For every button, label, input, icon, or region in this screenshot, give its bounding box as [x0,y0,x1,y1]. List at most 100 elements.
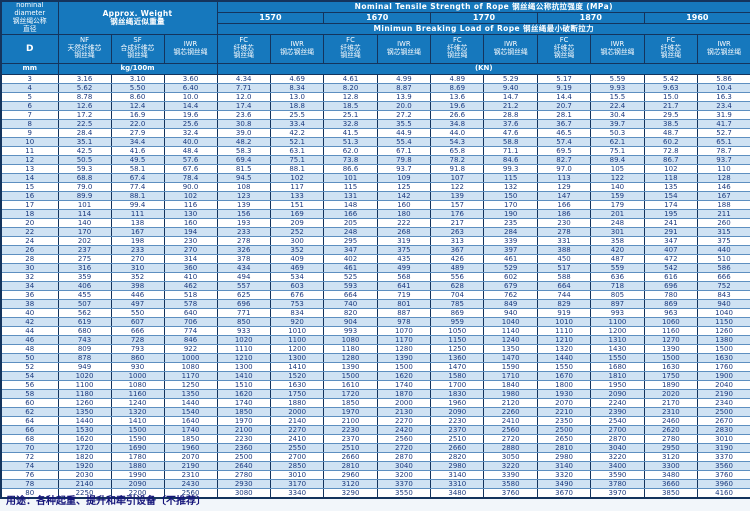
value-cell: 2210 [536,406,592,417]
value-cell: 550 [110,307,165,318]
value-cell: 993 [323,325,378,336]
value-cell: 167 [697,190,750,201]
value-cell: 46.5 [536,127,592,138]
value-cell: 1100 [269,334,325,345]
table-row: 50 878 860 1000 1210 1300 1280 1390 1360 1470 1440… [0,352,750,363]
value-cell: 57.4 [536,136,592,147]
value-cell: 679 [483,280,538,291]
value-cell: 3.16 [57,73,112,84]
strength-value: 1960 [643,11,750,24]
table-row: 11 42.5 41.6 48.4 58.3 63.1 62.0 67.1 65.8 71.1 69… [0,145,750,156]
value-cell: 1250 [430,343,485,354]
value-cell: 88.1 [269,163,325,174]
value-cell: 1980 [483,388,538,399]
value-cell: 1470 [430,361,485,372]
value-cell: 542 [643,262,699,273]
value-cell: 774 [163,325,218,336]
value-cell: 869 [430,307,485,318]
value-cell: 887 [376,307,432,318]
value-cell: 3760 [697,469,750,480]
value-cell: 1010 [536,316,592,327]
table-row: 30 316 310 360 434 469 461 499 489 529 517 559 542 58… [0,262,750,273]
value-cell: 2000 [376,397,432,408]
value-cell: 1350 [163,388,218,399]
value-cell: 1820 [57,451,112,462]
value-cell: 2070 [536,397,592,408]
value-cell: 664 [323,289,378,300]
diameter-cell: 18 [0,208,59,219]
diameter-cell: 58 [0,388,59,399]
value-cell: 111 [110,208,165,219]
value-cell: 559 [590,262,645,273]
value-cell: 3010 [697,433,750,444]
value-cell: 41.5 [323,127,378,138]
value-cell: 180 [376,208,432,219]
value-cell: 1960 [430,397,485,408]
value-cell: 1080 [323,334,378,345]
value-cell: 55.4 [376,136,432,147]
table-row: 68 1620 1590 1850 2230 2410 2370 2560 2510 2720 26… [0,433,750,444]
value-cell: 278 [216,235,271,246]
value-cell: 1590 [110,433,165,444]
value-cell: 128 [697,172,750,183]
table-row: 38 507 497 578 696 753 740 801 785 849 829 897 869 94… [0,298,750,309]
value-cell: 140 [57,217,112,228]
table-row: 46 743 728 846 1020 1100 1080 1170 1150 1240 1210 1… [0,334,750,345]
table-row: 16 89.9 88.1 102 123 133 131 142 139 150 147 159 154… [0,190,750,201]
value-cell: 30.8 [216,118,271,129]
value-cell: 1320 [536,343,592,354]
value-cell: 2500 [216,451,271,462]
value-cell: 450 [536,253,592,264]
table-row: 7 17.2 16.9 19.6 23.6 25.5 25.1 27.2 26.6 28.8 28.… [0,109,750,120]
tensile-strength-title: Nominal Tensile Strength of Rope 钢丝绳公称抗拉… [216,0,750,13]
value-cell: 166 [323,208,378,219]
value-cell: 34.4 [110,136,165,147]
diameter-cell: 60 [0,397,59,408]
value-cell: 1620 [57,433,112,444]
value-cell: 5.50 [110,82,165,93]
value-cell: 367 [430,244,485,255]
value-cell: 78.2 [430,154,485,165]
value-cell: 1750 [269,388,325,399]
value-cell: 489 [430,262,485,273]
value-cell: 1960 [163,442,218,453]
value-cell: 2720 [483,433,538,444]
value-cell: 2090 [590,388,645,399]
value-cell: 67.1 [376,145,432,156]
value-cell: 2270 [376,415,432,426]
value-cell: 122 [430,181,485,192]
value-cell: 194 [163,226,218,237]
value-cell: 25.6 [163,118,218,129]
value-cell: 2810 [323,460,378,471]
value-cell: 740 [323,298,378,309]
value-cell: 122 [590,172,645,183]
value-cell: 36.7 [536,118,592,129]
value-cell: 2780 [643,433,699,444]
value-cell: 1880 [110,460,165,471]
value-cell: 666 [110,325,165,336]
value-cell: 72.8 [643,145,699,156]
value-cell: 4.99 [376,73,432,84]
value-cell: 3190 [697,442,750,453]
value-cell: 446 [110,289,165,300]
value-cell: 557 [216,280,271,291]
value-cell: 230 [163,235,218,246]
value-cell: 2640 [216,460,271,471]
column-header-iwr: IWR 钢芯钢丝绳 [590,33,645,64]
value-cell: 20.0 [376,100,432,111]
value-cell: 507 [57,298,112,309]
value-cell: 3760 [483,487,538,499]
value-cell: 785 [430,298,485,309]
value-cell: 12.8 [323,91,378,102]
value-cell: 3960 [697,478,750,489]
value-cell: 2420 [376,424,432,435]
table-row: 54 1020 1000 1170 1410 1520 1500 1620 1580 1710 16… [0,370,750,381]
value-cell: 118 [643,172,699,183]
value-cell: 1950 [590,379,645,390]
value-cell: 27.9 [110,127,165,138]
value-cell: 20.7 [536,100,592,111]
diameter-cell: 9 [0,127,59,138]
value-cell: 17.2 [57,109,112,120]
value-cell: 138 [110,217,165,228]
value-cell: 3220 [590,451,645,462]
